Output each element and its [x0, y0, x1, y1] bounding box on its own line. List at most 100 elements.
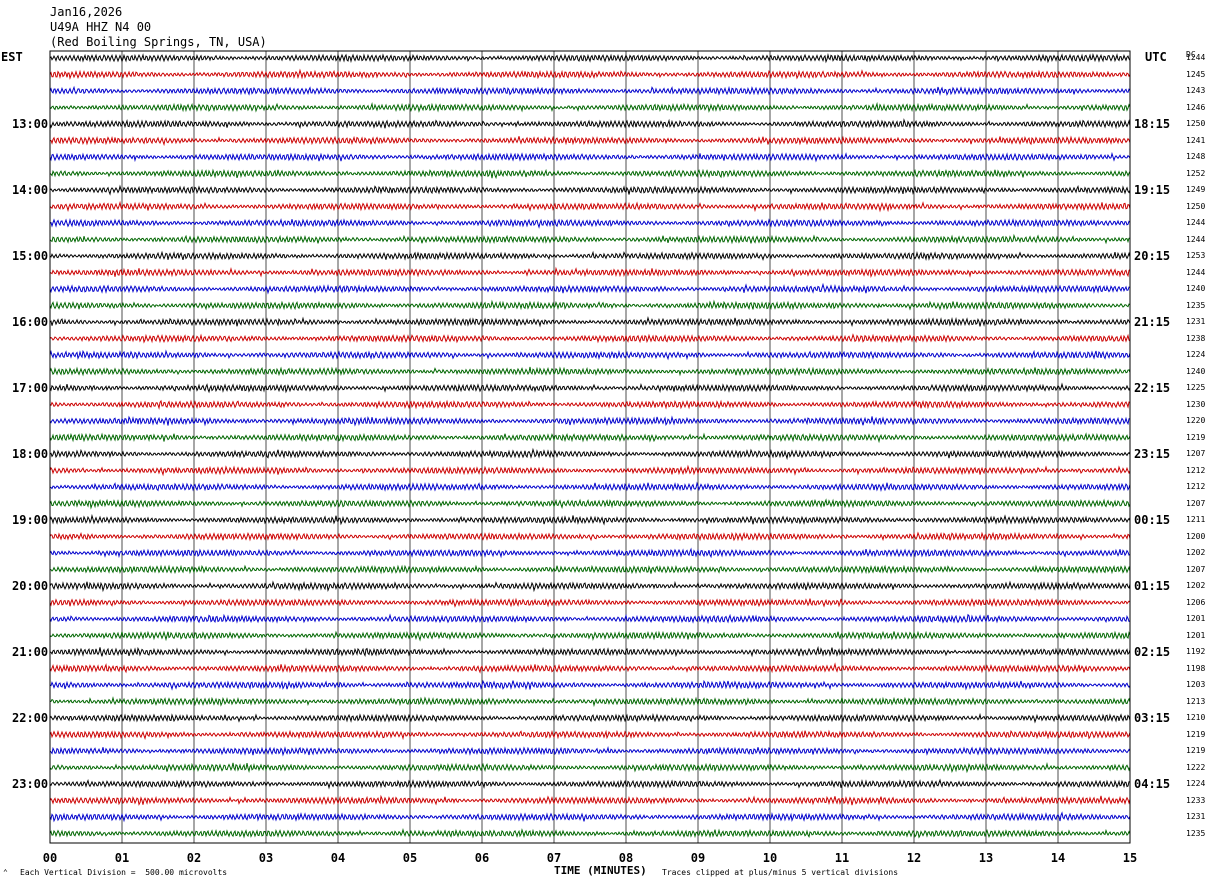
trace-39 — [49, 679, 1131, 691]
trace-47 — [49, 811, 1131, 823]
utc-hour-label: 22:15 — [1134, 381, 1171, 395]
trace-11 — [49, 218, 1131, 229]
dc-offset-label: 1212 — [1186, 482, 1206, 491]
dc-offset-label: 1207 — [1186, 564, 1206, 574]
x-tick-06: 06 — [474, 851, 490, 865]
utc-hour-label: 03:15 — [1134, 711, 1171, 725]
est-hour-label: 22:00 — [12, 711, 49, 725]
x-tick-03: 03 — [258, 851, 274, 865]
trace-45 — [49, 778, 1130, 790]
est-hour-label: 15:00 — [12, 249, 49, 263]
dc-offset-label: 1206 — [1186, 597, 1206, 607]
utc-hour-label: 23:15 — [1134, 447, 1171, 461]
x-tick-01: 01 — [114, 851, 130, 865]
est-hour-label: 14:00 — [12, 183, 49, 197]
x-tick-04: 04 — [330, 851, 346, 865]
dc-offset-label: 1246 — [1186, 102, 1206, 112]
utc-hour-label: 19:15 — [1134, 183, 1171, 197]
dc-offset-label: 1235 — [1186, 828, 1206, 838]
clip-note: Traces clipped at plus/minus 5 vertical … — [662, 868, 899, 877]
trace-42 — [49, 729, 1131, 741]
trace-5 — [49, 118, 1131, 130]
dc-offset-label: 1240 — [1186, 284, 1206, 293]
trace-34 — [49, 597, 1131, 608]
trace-33 — [49, 580, 1131, 593]
x-axis-label: TIME (MINUTES) — [554, 864, 647, 877]
trace-38 — [49, 662, 1131, 674]
est-hour-label: 16:00 — [12, 315, 49, 329]
dc-offset-label: 1203 — [1186, 680, 1206, 689]
trace-30 — [49, 531, 1131, 542]
dc-offset-label: 1201 — [1186, 614, 1206, 623]
dc-offset-label: 1192 — [1186, 647, 1206, 656]
x-tick-14: 14 — [1050, 851, 1066, 865]
trace-27 — [49, 481, 1131, 492]
station-location: (Red Boiling Springs, TN, USA) — [50, 35, 267, 49]
x-tick-08: 08 — [618, 851, 634, 865]
trace-21 — [49, 382, 1131, 394]
dc-offset-label: 1220 — [1186, 416, 1206, 425]
trace-31 — [49, 547, 1131, 559]
trace-28 — [49, 498, 1131, 510]
dc-offset-label: 1224 — [1186, 350, 1206, 359]
dc-offset-label: 1210 — [1186, 713, 1206, 722]
trace-9 — [49, 184, 1131, 196]
utc-hour-label: 02:15 — [1134, 645, 1171, 659]
x-tick-12: 12 — [906, 851, 922, 865]
dc-offset-label: 1250 — [1186, 201, 1206, 211]
x-tick-00: 00 — [42, 851, 58, 865]
trace-3 — [49, 85, 1131, 96]
trace-group — [49, 53, 1131, 839]
dc-header: DC — [1186, 50, 1196, 59]
utc-hour-label: 01:15 — [1134, 579, 1171, 593]
x-tick-10: 10 — [762, 851, 778, 865]
dc-offset-label: 1230 — [1186, 399, 1206, 409]
trace-29 — [49, 513, 1131, 526]
dc-offset-label: 1235 — [1186, 300, 1206, 310]
est-hour-label: 20:00 — [12, 579, 49, 593]
dc-offset-label: 1213 — [1186, 696, 1206, 706]
dc-offset-label: 1200 — [1186, 531, 1206, 541]
trace-32 — [49, 564, 1131, 575]
dc-offset-label: 1250 — [1186, 119, 1206, 128]
dc-offset-label: 1219 — [1186, 432, 1206, 442]
x-tick-11: 11 — [834, 851, 850, 865]
est-hour-label: 21:00 — [12, 645, 49, 659]
dc-offset-label: 1243 — [1186, 86, 1206, 95]
est-hour-label: 19:00 — [12, 513, 49, 527]
dc-offset-label: 1249 — [1186, 185, 1206, 194]
trace-15 — [49, 282, 1131, 295]
trace-40 — [49, 696, 1131, 708]
dc-offset-label: 1245 — [1186, 69, 1206, 79]
dc-offset-label: 1244 — [1186, 234, 1206, 244]
trace-1 — [49, 53, 1131, 64]
trace-13 — [49, 250, 1131, 261]
trace-6 — [50, 135, 1131, 147]
utc-hour-label: 21:15 — [1134, 315, 1171, 329]
dc-offset-label: 1248 — [1186, 152, 1206, 161]
trace-4 — [49, 101, 1131, 113]
dc-offset-label: 1201 — [1186, 630, 1206, 640]
trace-41 — [49, 712, 1131, 724]
trace-43 — [49, 746, 1131, 757]
trace-24 — [49, 432, 1131, 444]
dc-offset-label: 1241 — [1186, 135, 1206, 145]
est-zone-label: EST — [1, 50, 23, 64]
plot-date: Jan16,2026 — [50, 5, 123, 19]
trace-10 — [49, 200, 1131, 213]
dc-offset-label: 1202 — [1186, 548, 1206, 557]
trace-44 — [49, 762, 1131, 774]
est-hour-label: 13:00 — [12, 117, 49, 131]
trace-17 — [49, 315, 1131, 328]
trace-48 — [49, 827, 1131, 839]
x-tick-09: 09 — [690, 851, 706, 865]
utc-hour-label: 20:15 — [1134, 249, 1171, 263]
x-tick-13: 13 — [978, 851, 994, 865]
dc-offset-label: 1244 — [1186, 53, 1206, 62]
station-code: U49A HHZ N4 00 — [50, 20, 152, 34]
trace-7 — [49, 151, 1131, 163]
dc-offset-label: 1233 — [1186, 795, 1206, 805]
dc-offset-label: 1253 — [1186, 251, 1206, 260]
trace-26 — [49, 464, 1131, 477]
